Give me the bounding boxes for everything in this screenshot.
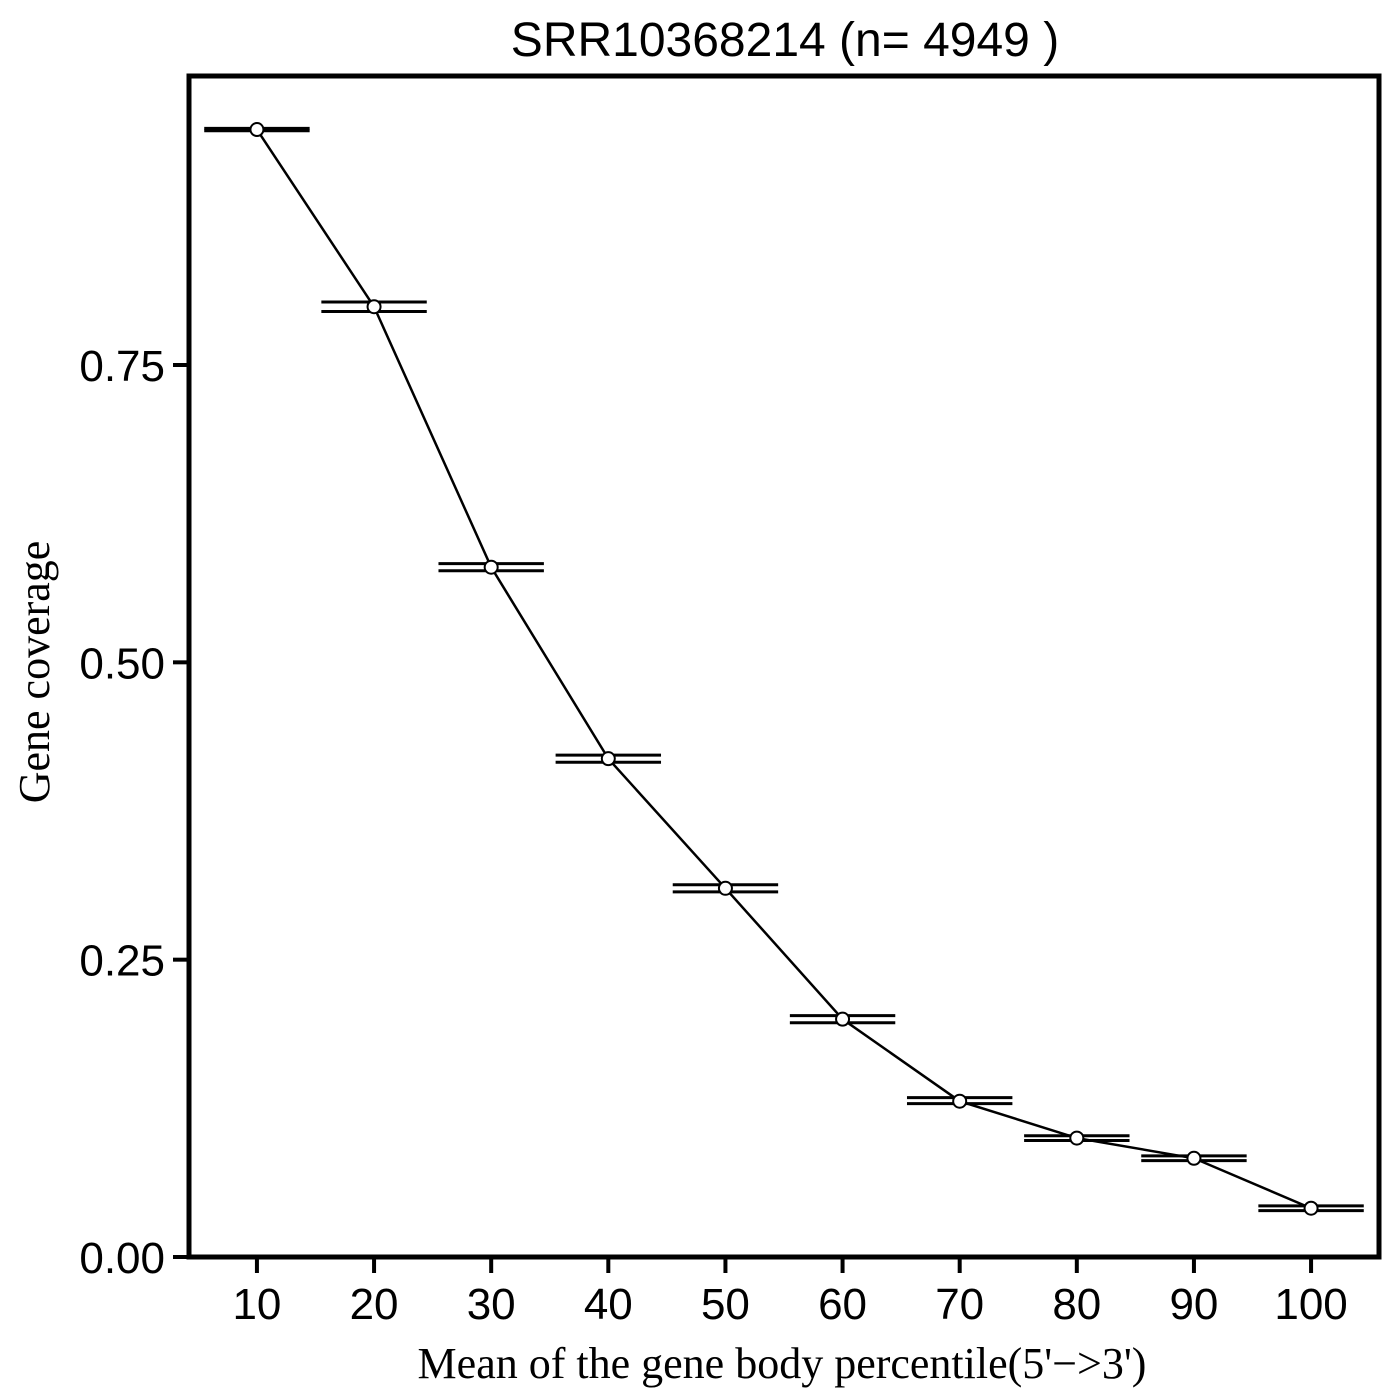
chart-title: SRR10368214 (n= 4949 )	[511, 14, 1059, 67]
data-point	[249, 122, 265, 138]
plot-area: 0.00 0.25 0.50 0.75 10 20 30 40 50 60 70 80 90 100	[79, 73, 1382, 1329]
y-tick-label: 0.50	[79, 639, 165, 688]
y-tick-label: 0.00	[79, 1234, 165, 1283]
x-tick-label: 90	[1169, 1280, 1218, 1329]
x-tick-label: 20	[350, 1280, 399, 1329]
data-point	[1186, 1150, 1202, 1166]
x-tick-label: 10	[232, 1280, 281, 1329]
data-point	[366, 299, 382, 315]
y-tick-label: 0.75	[79, 342, 165, 391]
x-tick-label: 70	[935, 1280, 984, 1329]
data-point	[1069, 1130, 1085, 1146]
x-tick-label: 50	[701, 1280, 750, 1329]
y-axis-label: Gene coverage	[10, 541, 59, 804]
x-tick-label: 30	[467, 1280, 516, 1329]
data-point	[952, 1093, 968, 1109]
coverage-line	[255, 128, 1312, 1210]
data-point	[717, 880, 733, 896]
data-point	[600, 751, 616, 767]
data-point	[835, 1011, 851, 1027]
x-tick-label: 60	[818, 1280, 867, 1329]
x-axis-label: Mean of the gene body percentile(5'−>3')	[418, 1339, 1147, 1388]
x-tick-label: 80	[1052, 1280, 1101, 1329]
y-tick-label: 0.25	[79, 937, 165, 986]
x-tick-label: 40	[584, 1280, 633, 1329]
x-tick-label: 100	[1274, 1280, 1347, 1329]
data-point	[1303, 1200, 1319, 1216]
data-point	[483, 559, 499, 575]
plot-frame	[186, 73, 1382, 1260]
